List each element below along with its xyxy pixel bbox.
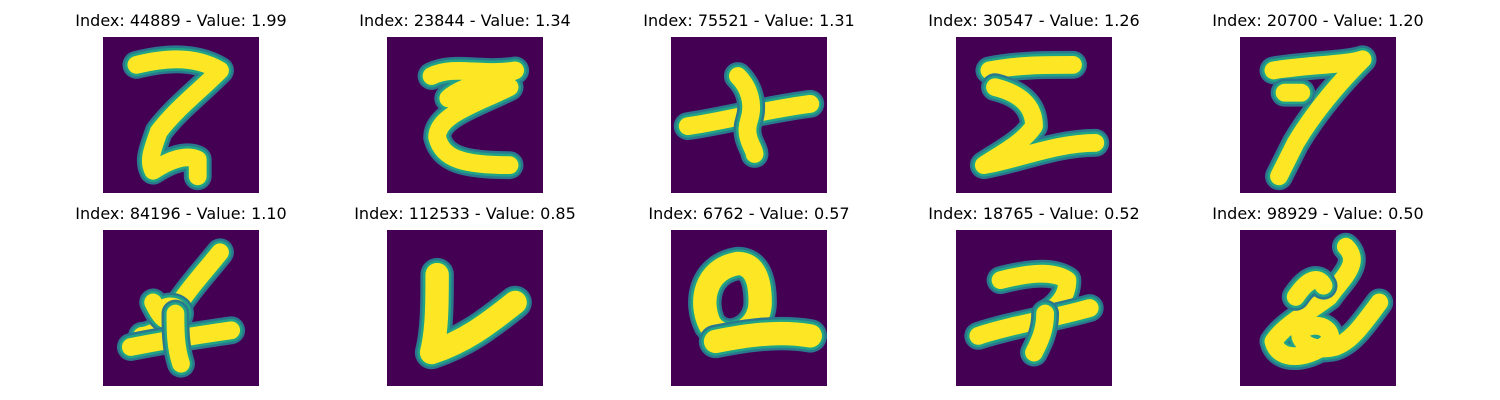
panel-title: Index: 98929 - Value: 0.50 bbox=[1212, 204, 1424, 223]
digit-image bbox=[956, 230, 1112, 386]
panel-title: Index: 23844 - Value: 1.34 bbox=[359, 11, 571, 30]
digit-image bbox=[671, 37, 827, 193]
digit-image bbox=[671, 230, 827, 386]
digit-image bbox=[387, 37, 543, 193]
digit-image bbox=[387, 230, 543, 386]
panel-title: Index: 20700 - Value: 1.20 bbox=[1212, 11, 1424, 30]
panel-4: Index: 30547 - Value: 1.26 bbox=[904, 10, 1164, 195]
panel-title: Index: 84196 - Value: 1.10 bbox=[75, 204, 287, 223]
panel-5: Index: 20700 - Value: 1.20 bbox=[1188, 10, 1448, 195]
panel-title: Index: 44889 - Value: 1.99 bbox=[75, 11, 287, 30]
panel-title: Index: 30547 - Value: 1.26 bbox=[928, 11, 1140, 30]
panel-9: Index: 18765 - Value: 0.52 bbox=[904, 203, 1164, 388]
panel-7: Index: 112533 - Value: 0.85 bbox=[335, 203, 595, 388]
panel-1: Index: 44889 - Value: 1.99 bbox=[51, 10, 311, 195]
digit-image bbox=[103, 230, 259, 386]
panel-8: Index: 6762 - Value: 0.57 bbox=[619, 203, 879, 388]
panel-3: Index: 75521 - Value: 1.31 bbox=[619, 10, 879, 195]
digit-image bbox=[1240, 230, 1396, 386]
panel-title: Index: 112533 - Value: 0.85 bbox=[354, 204, 576, 223]
panel-10: Index: 98929 - Value: 0.50 bbox=[1188, 203, 1448, 388]
digit-image bbox=[103, 37, 259, 193]
panel-6: Index: 84196 - Value: 1.10 bbox=[51, 203, 311, 388]
digit-image bbox=[1240, 37, 1396, 193]
digit-image bbox=[956, 37, 1112, 193]
panel-title: Index: 75521 - Value: 1.31 bbox=[643, 11, 855, 30]
panel-title: Index: 18765 - Value: 0.52 bbox=[928, 204, 1140, 223]
panel-title: Index: 6762 - Value: 0.57 bbox=[648, 204, 850, 223]
panel-2: Index: 23844 - Value: 1.34 bbox=[335, 10, 595, 195]
